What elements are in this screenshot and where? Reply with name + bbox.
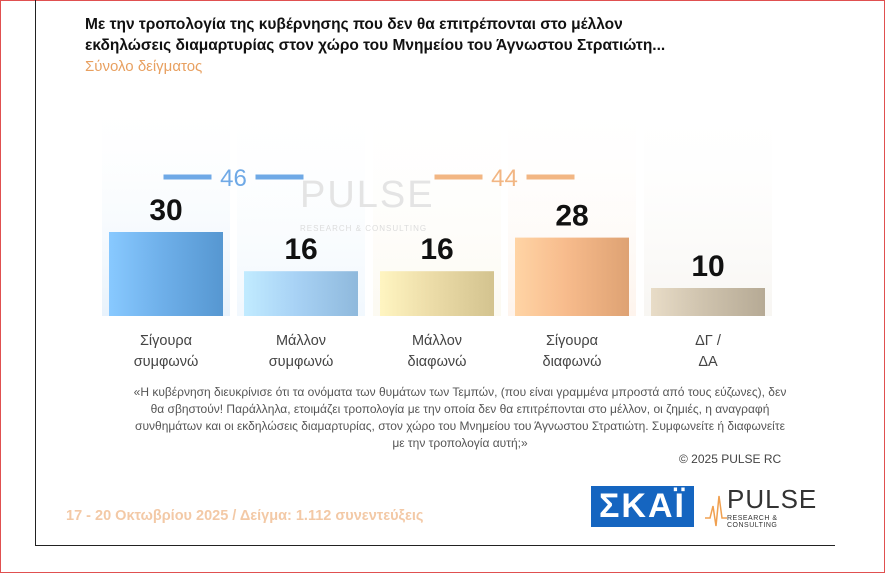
category-label-line: Σίγουρα [546,333,598,349]
chart-subtitle: Σύνολο δείγματος [85,58,203,75]
pulse-watermark: PULSE RESEARCH & CONSULTING [300,174,435,233]
bar [380,271,494,316]
group-total: 44 [434,165,575,192]
title-line-1: Με την τροπολογία της κυβέρνησης που δεν… [85,16,623,33]
category-label: ΔΓ / ΔΑ [695,333,722,370]
bar [651,288,765,316]
category-label: Μάλλον διαφωνώ [408,333,467,370]
category-label-line: Σίγουρα [140,333,192,349]
group-total-label: 46 [220,165,247,192]
category-label: Μάλλον συμφωνώ [269,333,334,370]
category-label-line: διαφωνώ [543,354,602,370]
frame-bottom-line [35,545,835,546]
bar [515,237,629,316]
watermark-word: PULSE [300,174,435,216]
question-text: «Η κυβέρνηση διευκρίνισε ότι τα ονόματα … [133,385,787,450]
category-label-line: Μάλλον [276,333,326,349]
category-label: Σίγουρα διαφωνώ [543,333,602,370]
pulse-logo-sub: RESEARCH & CONSULTING [727,515,778,529]
group-total: 46 [163,165,304,192]
bar-value-label: 16 [420,233,453,266]
category-label-line: Μάλλον [412,333,462,349]
category-label-line: ΔΓ / [695,333,722,349]
group-total-label: 44 [491,165,518,192]
bar [109,232,223,316]
category-label: Σίγουρα συμφωνώ [134,333,199,370]
category-label-line: ΔΑ [698,354,718,370]
bar-chart: PULSE RESEARCH & CONSULTING 46 44 30 16 16 2… [102,94,772,370]
bar-value-label: 16 [284,233,317,266]
column-background [644,94,772,316]
category-label-line: διαφωνώ [408,354,467,370]
chart-title: Με την τροπολογία της κυβέρνησης που δεν… [85,14,785,56]
watermark-sub: RESEARCH & CONSULTING [300,224,427,233]
bar [244,271,358,316]
survey-dates: 17 - 20 Οκτωβρίου 2025 / Δείγμα: 1.112 σ… [66,508,424,524]
pulse-logo: PULSE RESEARCH & CONSULTING [705,484,823,530]
pulse-wave-icon [705,495,727,527]
bar-value-label: 28 [555,200,588,233]
frame-left-line [35,0,36,546]
title-line-2: εκδηλώσεις διαμαρτυρίας στον χώρο του Μν… [85,37,666,54]
category-label-line: συμφωνώ [269,354,334,370]
bar-value-label: 30 [149,194,182,227]
category-label-line: συμφωνώ [134,354,199,370]
bar-value-label: 10 [691,250,724,283]
skai-logo: ΣΚΑΪ [591,486,694,527]
pulse-logo-word: PULSE [727,484,818,514]
copyright-text: © 2025 PULSE RC [679,452,782,466]
